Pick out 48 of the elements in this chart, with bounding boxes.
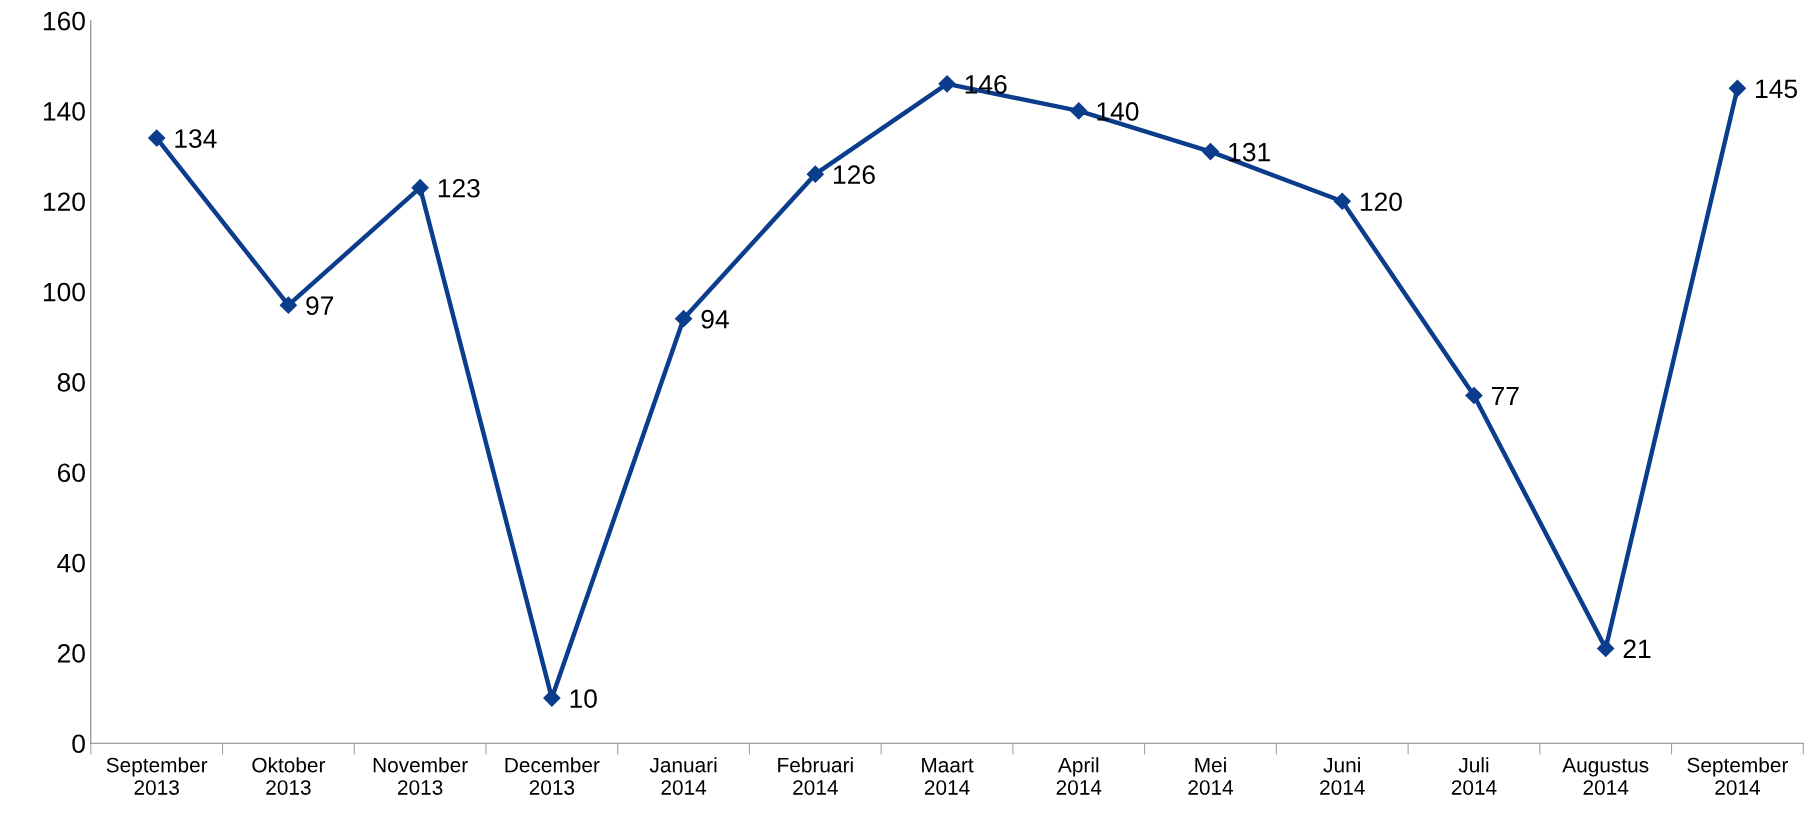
y-tick-label: 0 (72, 734, 85, 754)
y-tick-label: 20 (57, 644, 85, 663)
point (938, 75, 956, 93)
point (1333, 192, 1351, 210)
x-tick-label: Augustus 2014 (1562, 757, 1649, 795)
x-tick-label: April 2014 (1056, 757, 1102, 795)
y-tick-label: 140 (43, 102, 85, 121)
point (1728, 79, 1746, 97)
point (1070, 102, 1088, 120)
point (543, 689, 561, 707)
data-label: 97 (306, 296, 334, 315)
data-label: 145 (1756, 79, 1798, 99)
data-label: 120 (1360, 192, 1402, 212)
data-label: 131 (1229, 142, 1270, 162)
data-label: 134 (175, 129, 217, 148)
point (1597, 639, 1615, 657)
x-tick-label: Mei 2014 (1188, 757, 1234, 795)
data-label: 146 (965, 75, 1007, 94)
data-label: 140 (1097, 102, 1139, 121)
data-label: 94 (701, 309, 729, 329)
y-tick-label: 160 (43, 11, 85, 31)
x-tick-label: Juli 2014 (1451, 757, 1497, 795)
x-tick-label: December 2013 (505, 757, 600, 795)
point (1201, 143, 1220, 161)
y-tick-label: 60 (57, 463, 85, 483)
point (675, 310, 693, 328)
y-tick-label: 120 (43, 192, 85, 212)
point (411, 179, 429, 197)
data-label: 10 (570, 689, 597, 708)
point (279, 296, 297, 314)
x-tick-label: September 2013 (106, 757, 208, 795)
x-tick-label: Juni 2014 (1320, 757, 1365, 795)
point (806, 165, 824, 183)
data-label: 21 (1623, 639, 1651, 658)
data-label: 123 (438, 178, 480, 198)
x-tick-label: Oktober 2013 (252, 757, 326, 795)
x-tick-label: November 2013 (373, 757, 468, 795)
y-tick-label: 40 (57, 553, 85, 573)
point (148, 129, 166, 147)
x-tick-label: Maart 2014 (922, 757, 974, 795)
data-label: 77 (1491, 386, 1519, 406)
x-tick-label: Februari 2014 (778, 757, 853, 795)
y-tick-label: 80 (57, 373, 85, 392)
x-tick-label: September 2014 (1687, 757, 1789, 795)
x-tick-label: Januari 2014 (649, 757, 717, 795)
y-tick-label: 100 (43, 282, 85, 302)
data-label: 126 (833, 165, 875, 185)
point (1465, 386, 1483, 405)
